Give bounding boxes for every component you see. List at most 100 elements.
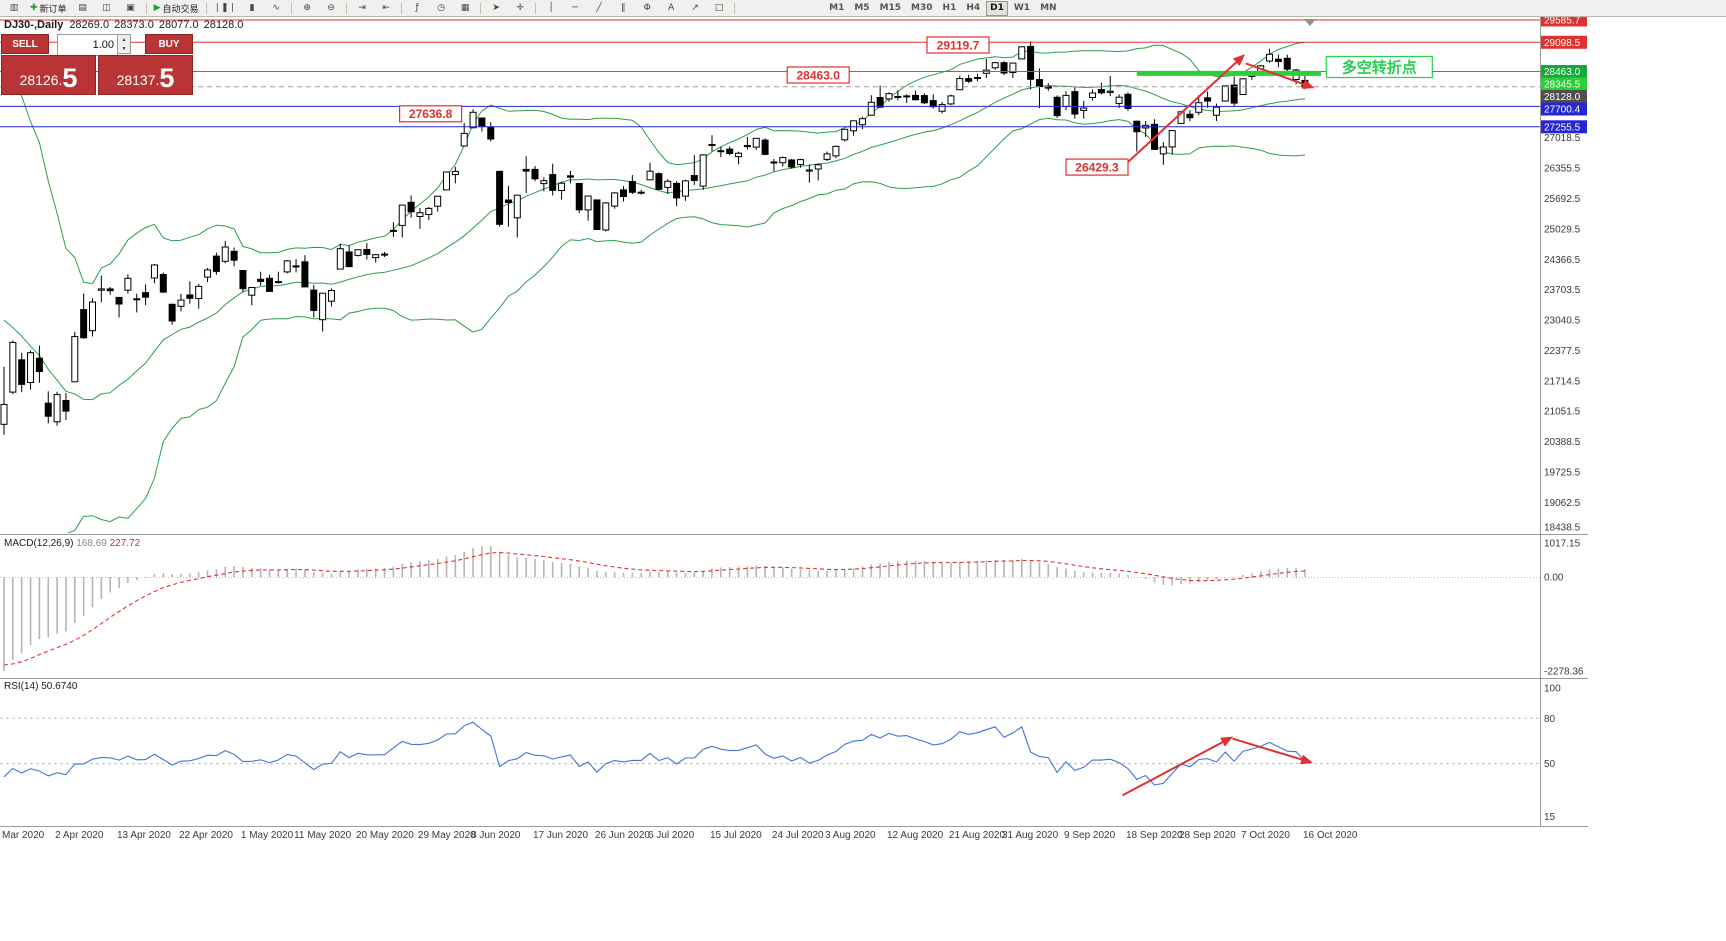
- timeframe-m30-button[interactable]: M30: [911, 3, 933, 13]
- volume-up-icon[interactable]: ▲: [118, 35, 130, 44]
- svg-text:26 Jun 2020: 26 Jun 2020: [595, 830, 650, 841]
- periods-button[interactable]: ◷: [430, 1, 452, 16]
- rsi-name: RSI(14): [4, 681, 39, 692]
- chart-profiles-icon: ▤: [78, 2, 87, 13]
- svg-text:29119.7: 29119.7: [937, 38, 980, 52]
- vertical-line-icon: │: [548, 2, 554, 13]
- zoom-out-button[interactable]: ⊖: [320, 1, 342, 16]
- svg-text:25692.5: 25692.5: [1544, 194, 1581, 205]
- rsi-trend-arrow[interactable]: [1122, 736, 1234, 797]
- trend-arrow[interactable]: [1125, 54, 1246, 165]
- price-annotation[interactable]: 26429.3: [1065, 158, 1129, 176]
- price-tag: 29098.5: [1541, 35, 1587, 49]
- zoom-out-icon: ⊖: [327, 2, 335, 13]
- price-tag: 28345.5: [1541, 77, 1587, 91]
- channel-icon: ∥: [620, 2, 626, 13]
- bar-chart-button[interactable]: ❘❚❘: [211, 1, 240, 16]
- toolbar-separator: [734, 2, 736, 14]
- svg-text:29098.5: 29098.5: [1544, 38, 1581, 49]
- timeframe-h4-button[interactable]: H4: [966, 3, 981, 13]
- svg-text:8 Jun 2020: 8 Jun 2020: [471, 830, 521, 841]
- price-annotation[interactable]: 29119.7: [926, 36, 990, 54]
- volume-spinner[interactable]: ▲ ▼: [118, 34, 131, 54]
- svg-text:27255.5: 27255.5: [1544, 122, 1581, 133]
- buy-button[interactable]: BUY: [145, 34, 193, 54]
- toolbar-separator: [401, 2, 403, 14]
- autotrading-button[interactable]: ▶ 自动交易: [151, 1, 202, 16]
- timeframe-w1-button[interactable]: W1: [1013, 3, 1031, 13]
- text-tool-button[interactable]: A: [660, 1, 682, 16]
- rsi-scale: 100 80 50 15: [1544, 684, 1561, 823]
- volume-down-icon[interactable]: ▼: [118, 44, 130, 53]
- shapes-button[interactable]: □: [708, 1, 730, 16]
- price-main-digits: 28137.: [116, 72, 160, 88]
- zoom-in-button[interactable]: ⊕: [296, 1, 318, 16]
- indicators-button[interactable]: ƒ: [406, 1, 428, 16]
- templates-button[interactable]: ▦: [454, 1, 476, 16]
- sell-price-button[interactable]: 28126. 5: [1, 55, 96, 95]
- svg-text:6 Jul 2020: 6 Jul 2020: [648, 830, 695, 841]
- auto-scroll-button[interactable]: ⇥: [351, 1, 373, 16]
- price-annotation[interactable]: 28463.0: [786, 66, 850, 84]
- time-axis[interactable]: Mar 2020 2 Apr 2020 13 Apr 2020 22 Apr 2020…: [2, 830, 1358, 841]
- rsi-trend-arrow[interactable]: [1232, 737, 1313, 765]
- svg-text:13 Apr 2020: 13 Apr 2020: [117, 830, 171, 841]
- timeframe-h1-button[interactable]: H1: [942, 3, 957, 13]
- timeframe-m15-button[interactable]: M15: [879, 3, 902, 13]
- chart-profiles-button[interactable]: ▤: [72, 1, 94, 16]
- macd-scale: 1017.15 0.00 -2278.36: [1544, 539, 1584, 678]
- buy-price-button[interactable]: 28137. 5: [98, 55, 193, 95]
- trendline-button[interactable]: ╱: [588, 1, 610, 16]
- line-chart-icon: ∿: [272, 2, 280, 13]
- new-chart-button[interactable]: ▥: [3, 1, 25, 16]
- crosshair-icon: ✛: [516, 2, 524, 13]
- price-annotation[interactable]: 27636.8: [399, 105, 463, 123]
- svg-text:26355.5: 26355.5: [1544, 164, 1581, 175]
- candlestick-chart-button[interactable]: ▮: [241, 1, 263, 16]
- price-annotation[interactable]: 多空转折点: [1325, 55, 1433, 79]
- bar-chart-icon: ❘❚❘: [213, 2, 237, 13]
- rsi-indicator-label: RSI(14) 50.6740: [4, 681, 77, 692]
- timeframe-d1-button[interactable]: D1: [986, 0, 1008, 16]
- chart-shift-button[interactable]: ⇤: [375, 1, 397, 16]
- fibonacci-button[interactable]: Φ: [636, 1, 658, 16]
- macd-signal-value: 227.72: [109, 538, 141, 549]
- arrow-object-button[interactable]: ↗: [684, 1, 706, 16]
- navigator-button[interactable]: ◫: [96, 1, 118, 16]
- bb-upper-band: [3, 41, 1306, 285]
- svg-text:2 Apr 2020: 2 Apr 2020: [55, 830, 104, 841]
- channel-button[interactable]: ∥: [612, 1, 634, 16]
- sell-button[interactable]: SELL: [1, 34, 49, 54]
- terminal-button[interactable]: ▣: [120, 1, 142, 16]
- timeframe-m5-button[interactable]: M5: [854, 3, 870, 13]
- chart-shift-marker[interactable]: [1304, 19, 1316, 26]
- price-big-digit: 5: [159, 63, 175, 93]
- macd-main-value: 168.69: [76, 538, 107, 549]
- macd-name: MACD(12,26,9): [4, 538, 74, 549]
- cursor-button[interactable]: ➤: [485, 1, 507, 16]
- navigator-icon: ◫: [102, 2, 111, 13]
- vertical-line-button[interactable]: │: [540, 1, 562, 16]
- shapes-icon: □: [714, 2, 724, 13]
- svg-text:19725.5: 19725.5: [1544, 468, 1581, 479]
- new-order-button[interactable]: ✚ 新订单: [27, 1, 70, 16]
- svg-text:28463.0: 28463.0: [1544, 67, 1581, 78]
- svg-text:27018.5: 27018.5: [1544, 133, 1581, 144]
- svg-text:23040.5: 23040.5: [1544, 316, 1581, 327]
- timeframe-m1-button[interactable]: M1: [829, 3, 845, 13]
- rsi-value: 50.6740: [41, 681, 78, 692]
- toolbar-separator: [145, 2, 147, 14]
- crosshair-button[interactable]: ✛: [509, 1, 531, 16]
- line-chart-button[interactable]: ∿: [265, 1, 287, 16]
- volume-input[interactable]: [57, 34, 118, 56]
- trend-arrow[interactable]: [1245, 62, 1315, 89]
- horizontal-line-button[interactable]: ─: [564, 1, 586, 16]
- svg-text:28 Sep 2020: 28 Sep 2020: [1179, 830, 1236, 841]
- timeframe-mn-button[interactable]: MN: [1040, 3, 1057, 13]
- macd-signal-line: [3, 552, 1306, 666]
- toolbar-separator: [291, 2, 293, 14]
- low-value: 28077.0: [158, 19, 199, 31]
- svg-text:3 Aug 2020: 3 Aug 2020: [825, 830, 876, 841]
- svg-text:9 Sep 2020: 9 Sep 2020: [1064, 830, 1116, 841]
